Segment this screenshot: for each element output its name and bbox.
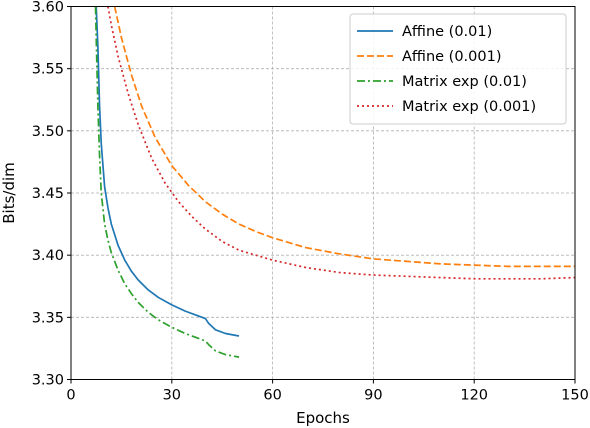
y-tick-label: 3.45 bbox=[32, 186, 64, 202]
y-tick-label: 3.55 bbox=[32, 62, 64, 78]
legend-label: Affine (0.01) bbox=[402, 24, 492, 40]
x-tick-label: 60 bbox=[263, 388, 281, 404]
x-tick-label: 0 bbox=[66, 388, 75, 404]
legend-box bbox=[349, 13, 567, 125]
x-axis-label: Epochs bbox=[296, 409, 350, 427]
legend-label: Affine (0.001) bbox=[402, 49, 501, 65]
x-tick-label: 90 bbox=[364, 388, 382, 404]
legend: Affine (0.01) Affine (0.001) Matrix exp (0… bbox=[349, 13, 567, 125]
y-tick-label: 3.35 bbox=[32, 310, 64, 326]
series-line-4 bbox=[107, 6, 575, 280]
axis-ticks: 0 30 60 90 120 150 3.30 3.35 3.40 3.45 3.50 3.55 3.6… bbox=[32, 0, 589, 404]
y-tick-label: 3.40 bbox=[32, 248, 64, 264]
y-axis-label: Bits/dim bbox=[0, 162, 18, 224]
series-line-2 bbox=[113, 6, 575, 268]
y-tick-label: 3.60 bbox=[32, 0, 64, 16]
x-tick-label: 30 bbox=[163, 388, 181, 404]
series-lines bbox=[94, 6, 575, 358]
legend-label: Matrix exp (0.01) bbox=[402, 74, 527, 90]
y-tick-label: 3.50 bbox=[32, 124, 64, 140]
x-tick-label: 150 bbox=[561, 388, 589, 404]
series-line-3 bbox=[94, 6, 240, 358]
x-tick-label: 120 bbox=[460, 388, 488, 404]
legend-label: Matrix exp (0.001) bbox=[402, 99, 536, 115]
series-line-1 bbox=[95, 6, 240, 337]
y-tick-label: 3.30 bbox=[32, 373, 64, 389]
